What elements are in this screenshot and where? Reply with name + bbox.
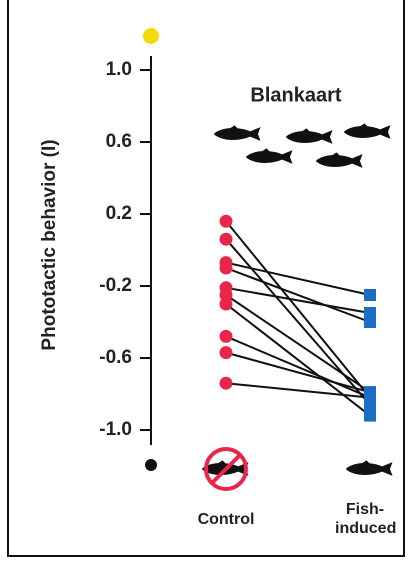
pair-line [225,267,371,323]
chart-title: Blankaart [250,84,341,106]
point [219,288,233,302]
pair-line [225,382,371,399]
point [364,289,376,301]
point [364,391,376,404]
y-tick-label: -0.6 [99,347,132,368]
pair-line [225,220,371,399]
pair-line [225,286,371,314]
y-tick-label: 1.0 [106,59,132,80]
pair-line [225,261,371,296]
y-tick-label: 0.6 [106,131,132,152]
light-marker [143,28,159,44]
point [364,409,376,422]
point [219,346,233,360]
pair-line [225,303,371,417]
point [219,232,233,246]
category-label: Control [197,511,255,528]
dark-marker [145,459,157,471]
point [219,261,233,275]
y-tick-label: -0.2 [99,275,132,296]
y-tick-label: -1.0 [99,419,132,440]
point [219,329,233,343]
point [219,376,233,390]
pair-line [225,335,371,399]
y-tick-label: 0.2 [106,203,132,224]
pair-line [225,294,371,394]
point [219,297,233,311]
point [364,307,376,319]
y-axis-label: Phototactic behavior (I) [39,139,60,350]
category-label: Fish-induced [335,501,397,537]
pair-line [225,351,371,394]
frame [7,0,405,557]
no-fish-icon [201,447,249,491]
point [219,214,233,228]
